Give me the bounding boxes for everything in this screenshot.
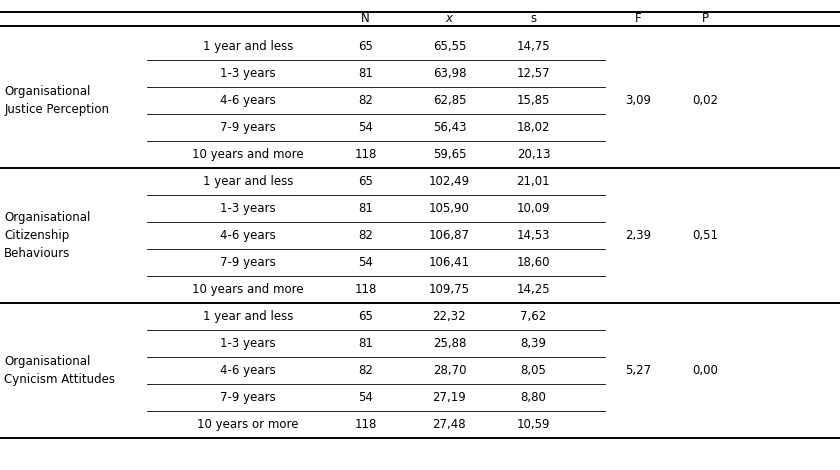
Text: 20,13: 20,13 xyxy=(517,148,550,161)
Text: 118: 118 xyxy=(354,283,376,296)
Text: 10 years and more: 10 years and more xyxy=(192,283,303,296)
Text: 0,00: 0,00 xyxy=(693,364,718,377)
Text: 21,01: 21,01 xyxy=(517,175,550,188)
Text: 1-3 years: 1-3 years xyxy=(220,67,276,80)
Text: 27,48: 27,48 xyxy=(433,418,466,431)
Text: 2,39: 2,39 xyxy=(625,229,652,242)
Text: 118: 118 xyxy=(354,148,376,161)
Text: 54: 54 xyxy=(358,391,373,404)
Text: 4-6 years: 4-6 years xyxy=(220,364,276,377)
Text: 10 years and more: 10 years and more xyxy=(192,148,303,161)
Text: 8,80: 8,80 xyxy=(521,391,546,404)
Text: 65: 65 xyxy=(358,175,373,188)
Text: 12,57: 12,57 xyxy=(517,67,550,80)
Text: 54: 54 xyxy=(358,256,373,269)
Text: 65,55: 65,55 xyxy=(433,40,466,53)
Text: 8,39: 8,39 xyxy=(521,337,546,350)
Text: 14,53: 14,53 xyxy=(517,229,550,242)
Text: N: N xyxy=(361,12,370,25)
Text: 102,49: 102,49 xyxy=(429,175,470,188)
Text: 81: 81 xyxy=(358,202,373,215)
Text: s: s xyxy=(530,12,537,25)
Text: 7-9 years: 7-9 years xyxy=(220,256,276,269)
Text: 54: 54 xyxy=(358,121,373,134)
Text: 4-6 years: 4-6 years xyxy=(220,229,276,242)
Text: 22,32: 22,32 xyxy=(433,310,466,323)
Text: 81: 81 xyxy=(358,67,373,80)
Text: 62,85: 62,85 xyxy=(433,94,466,107)
Text: 82: 82 xyxy=(358,229,373,242)
Text: 1-3 years: 1-3 years xyxy=(220,202,276,215)
Text: 1-3 years: 1-3 years xyxy=(220,337,276,350)
Text: 109,75: 109,75 xyxy=(429,283,470,296)
Text: 10,59: 10,59 xyxy=(517,418,550,431)
Text: 65: 65 xyxy=(358,40,373,53)
Text: 106,41: 106,41 xyxy=(429,256,470,269)
Text: 7,62: 7,62 xyxy=(520,310,547,323)
Text: P: P xyxy=(702,12,709,25)
Text: F: F xyxy=(635,12,642,25)
Text: 82: 82 xyxy=(358,364,373,377)
Text: 27,19: 27,19 xyxy=(433,391,466,404)
Text: 14,25: 14,25 xyxy=(517,283,550,296)
Text: 82: 82 xyxy=(358,94,373,107)
Text: 7-9 years: 7-9 years xyxy=(220,121,276,134)
Text: 7-9 years: 7-9 years xyxy=(220,391,276,404)
Text: 105,90: 105,90 xyxy=(429,202,470,215)
Text: 118: 118 xyxy=(354,418,376,431)
Text: Organisational
Justice Perception: Organisational Justice Perception xyxy=(4,85,109,116)
Text: 65: 65 xyxy=(358,310,373,323)
Text: Organisational
Cynicism Attitudes: Organisational Cynicism Attitudes xyxy=(4,355,115,386)
Text: 18,60: 18,60 xyxy=(517,256,550,269)
Text: 15,85: 15,85 xyxy=(517,94,550,107)
Text: 0,02: 0,02 xyxy=(693,94,718,107)
Text: 10,09: 10,09 xyxy=(517,202,550,215)
Text: $\bar{x}$: $\bar{x}$ xyxy=(444,12,454,25)
Text: 0,51: 0,51 xyxy=(693,229,718,242)
Text: 3,09: 3,09 xyxy=(626,94,651,107)
Text: 5,27: 5,27 xyxy=(625,364,652,377)
Text: Organisational
Citizenship
Behaviours: Organisational Citizenship Behaviours xyxy=(4,211,91,260)
Text: 4-6 years: 4-6 years xyxy=(220,94,276,107)
Text: 1 year and less: 1 year and less xyxy=(202,175,293,188)
Text: 18,02: 18,02 xyxy=(517,121,550,134)
Text: 1 year and less: 1 year and less xyxy=(202,310,293,323)
Text: 1 year and less: 1 year and less xyxy=(202,40,293,53)
Text: 106,87: 106,87 xyxy=(429,229,470,242)
Text: 28,70: 28,70 xyxy=(433,364,466,377)
Text: 25,88: 25,88 xyxy=(433,337,466,350)
Text: 8,05: 8,05 xyxy=(521,364,546,377)
Text: 56,43: 56,43 xyxy=(433,121,466,134)
Text: 14,75: 14,75 xyxy=(517,40,550,53)
Text: 81: 81 xyxy=(358,337,373,350)
Text: 63,98: 63,98 xyxy=(433,67,466,80)
Text: 10 years or more: 10 years or more xyxy=(197,418,298,431)
Text: 59,65: 59,65 xyxy=(433,148,466,161)
